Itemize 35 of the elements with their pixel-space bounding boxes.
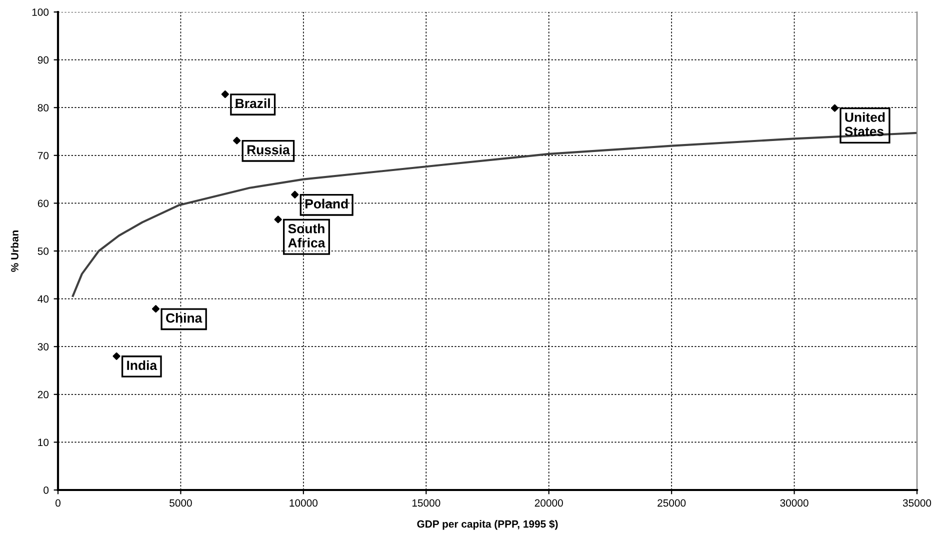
y-tick-label: 90: [38, 56, 49, 64]
y-tick-label: 60: [38, 200, 49, 208]
y-tick-label: 100: [32, 8, 49, 16]
y-tick-label: 30: [38, 343, 49, 350]
y-tick-label: 10: [38, 438, 49, 446]
annotation: China: [166, 313, 202, 323]
annotation: South Africa: [288, 224, 326, 248]
point: [152, 305, 160, 313]
x-tick-label: 30000: [780, 499, 808, 507]
x-tick-label: 5000: [170, 499, 192, 507]
annotation: Poland: [305, 198, 348, 208]
x-axis-title: GDP per capita (PPP, 1995 $): [417, 520, 558, 530]
annotation: India: [127, 360, 158, 370]
x-tick-label: 0: [56, 499, 60, 507]
point: [291, 190, 299, 198]
annotation: Russia: [247, 144, 290, 154]
point: [112, 352, 120, 360]
point: [221, 90, 229, 98]
y-tick-label: 80: [38, 104, 49, 112]
x-tick-label: 15000: [412, 499, 440, 507]
y-axis-title: % Urban: [10, 230, 18, 272]
y-tick-label: 40: [38, 295, 49, 303]
y-tick-label: 20: [38, 390, 49, 398]
x-tick-label: 20000: [534, 499, 563, 507]
x-tick-label: 25000: [658, 499, 686, 507]
point: [830, 104, 839, 112]
point: [233, 136, 241, 144]
y-tick-label: 70: [38, 152, 49, 160]
x-tick-label: 10000: [290, 499, 318, 507]
point: [274, 216, 282, 224]
y-tick-label: 50: [38, 248, 49, 255]
y-tick-label: 0: [44, 486, 49, 494]
x-tick-label: 35000: [902, 499, 932, 507]
annotation: Brazil: [236, 98, 270, 108]
annotation: United States: [844, 112, 885, 136]
